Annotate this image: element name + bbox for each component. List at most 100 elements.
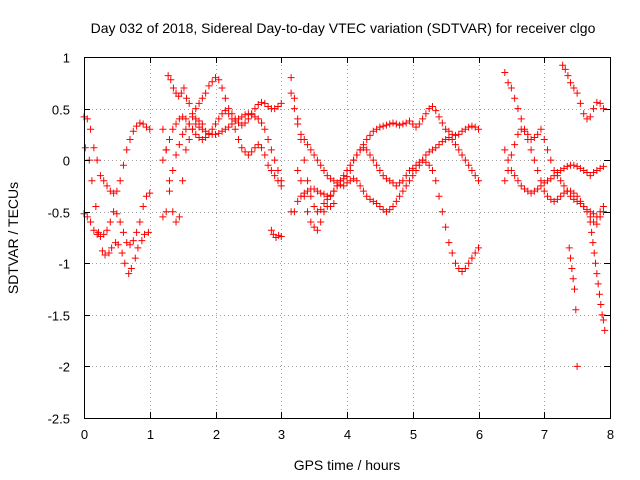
data-point: [192, 105, 200, 113]
data-point: [376, 123, 384, 131]
x-tick-label: 5: [410, 427, 417, 442]
data-point: [215, 115, 223, 123]
data-point: [537, 125, 545, 133]
y-tick-label: 0.5: [52, 103, 70, 118]
data-point: [264, 136, 272, 144]
data-point: [567, 254, 575, 262]
data-point: [461, 156, 469, 164]
data-point: [212, 130, 219, 138]
x-tick-labels: 0 1 2 3 4 5 6 7 8: [81, 427, 614, 442]
data-point: [504, 79, 512, 87]
data-point: [386, 206, 394, 214]
data-point: [251, 105, 259, 113]
data-point: [327, 203, 335, 211]
data-point: [188, 110, 196, 118]
data-point: [304, 177, 312, 185]
data-point: [159, 156, 167, 164]
data-point: [121, 259, 129, 267]
data-point: [114, 241, 122, 249]
data-point: [465, 161, 473, 169]
data-point: [188, 125, 196, 133]
data-point: [271, 172, 279, 180]
data-point: [118, 249, 126, 257]
data-point: [169, 208, 177, 216]
data-point: [264, 161, 272, 169]
data-point: [198, 120, 206, 128]
data-point: [304, 208, 312, 216]
data-point: [507, 151, 515, 159]
data-point: [356, 182, 364, 190]
data-point: [595, 290, 603, 298]
data-point: [294, 197, 302, 205]
series-track-h: [267, 226, 285, 241]
data-point: [428, 103, 436, 111]
data-point: [580, 203, 588, 211]
data-point: [527, 146, 535, 154]
data-point: [471, 249, 479, 257]
data-point: [215, 76, 223, 84]
data-point: [274, 166, 282, 174]
data-point: [350, 156, 358, 164]
data-point: [310, 223, 318, 231]
data-point: [208, 78, 216, 86]
data-point: [294, 166, 302, 174]
data-point: [172, 151, 180, 159]
data-point: [159, 213, 167, 221]
data-point: [455, 146, 463, 154]
data-point: [162, 208, 170, 216]
data-point: [563, 162, 571, 170]
data-point: [146, 125, 154, 133]
data-point: [218, 110, 226, 118]
data-point: [590, 105, 598, 113]
data-point: [169, 125, 177, 133]
data-point: [323, 172, 331, 180]
data-point: [113, 210, 121, 218]
data-point: [438, 208, 446, 216]
data-point: [534, 130, 542, 138]
data-point: [468, 166, 476, 174]
data-point: [599, 316, 607, 324]
data-point: [310, 203, 318, 211]
x-axis-label: GPS time / hours: [294, 457, 401, 473]
series-track-k: [287, 89, 482, 216]
data-point: [564, 72, 572, 80]
data-point: [297, 130, 305, 138]
data-point: [313, 156, 321, 164]
data-point: [405, 177, 413, 185]
data-point: [131, 254, 139, 262]
data-point: [172, 218, 180, 226]
data-point: [205, 82, 213, 90]
data-point: [422, 151, 430, 159]
data-point: [550, 172, 558, 180]
data-point: [409, 120, 417, 128]
data-point: [389, 119, 397, 127]
data-point: [534, 166, 542, 174]
data-point: [90, 144, 98, 152]
data-point: [300, 192, 308, 200]
data-point: [144, 228, 152, 236]
data-point: [376, 203, 384, 211]
data-point: [573, 362, 581, 370]
data-point: [448, 136, 456, 144]
data-point: [218, 84, 226, 92]
data-point: [261, 99, 269, 107]
data-point: [103, 182, 111, 190]
series-track-p: [559, 61, 607, 123]
data-point: [596, 99, 604, 107]
data-point: [129, 237, 137, 245]
data-point: [586, 113, 594, 121]
data-point: [435, 113, 443, 121]
data-point: [294, 120, 302, 128]
data-point: [205, 129, 213, 137]
data-point: [267, 226, 275, 234]
data-point: [343, 173, 351, 181]
x-tick-label: 3: [278, 427, 285, 442]
data-point: [396, 192, 404, 200]
data-point: [320, 208, 328, 216]
data-point: [244, 151, 252, 159]
series-track-a: [80, 113, 154, 197]
data-point: [336, 181, 344, 189]
data-point: [442, 223, 450, 231]
data-point: [182, 115, 190, 123]
series-track-n: [501, 146, 607, 197]
